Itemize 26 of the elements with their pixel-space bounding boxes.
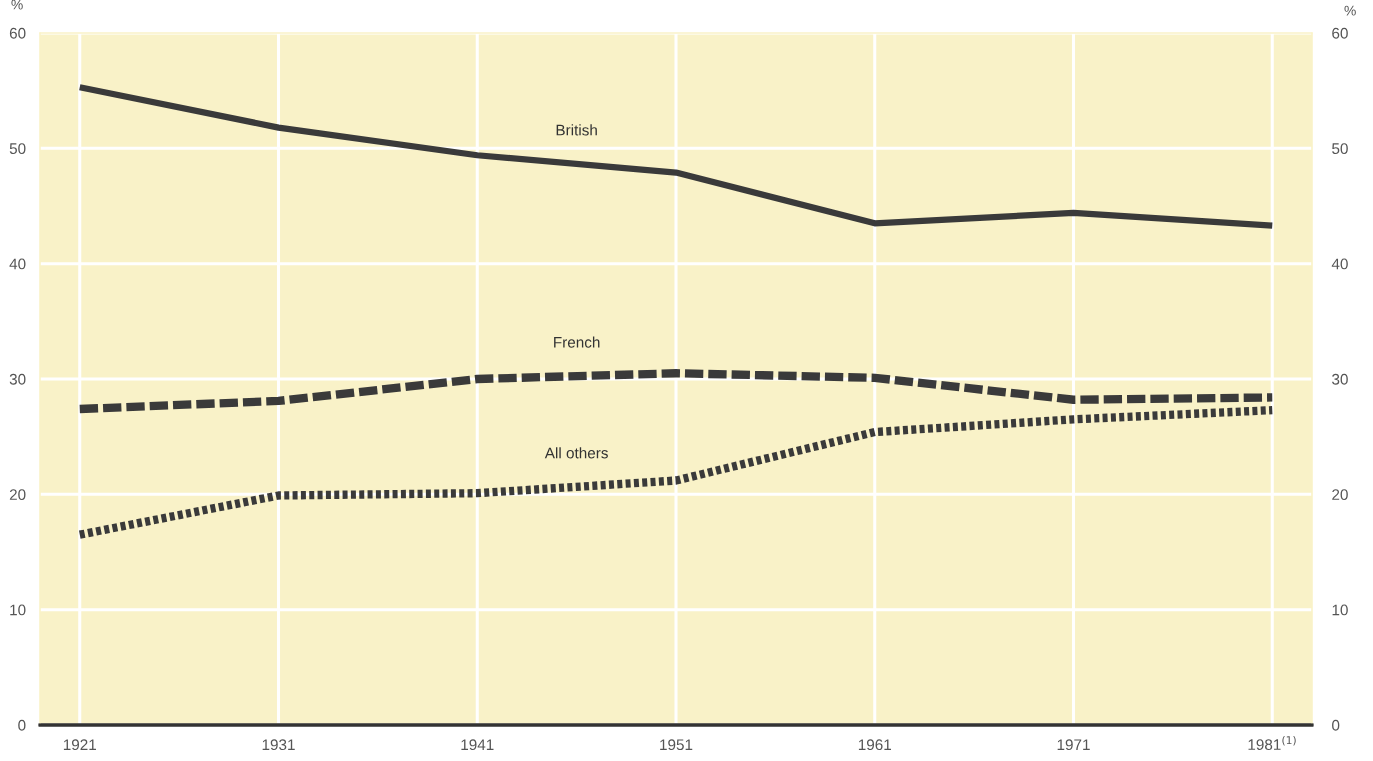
y2-tick-label: 50 bbox=[1332, 143, 1348, 155]
series-label: All others bbox=[544, 447, 608, 459]
x-tick-label: 1951 bbox=[660, 739, 693, 751]
x-tick-label: 1941 bbox=[461, 739, 494, 751]
y2-tick-label: 10 bbox=[1332, 604, 1348, 616]
y-tick-label: 50 bbox=[9, 143, 26, 155]
y2-tick-label: 30 bbox=[1332, 373, 1348, 385]
x-tick-label: 1961 bbox=[858, 739, 891, 751]
y-tick-label: 20 bbox=[9, 489, 26, 501]
y2-tick-label: 60 bbox=[1332, 27, 1348, 39]
series-label: British bbox=[556, 124, 597, 136]
y-tick-label: 60 bbox=[9, 27, 26, 39]
y-tick-label: 40 bbox=[9, 258, 26, 270]
y2-axis-title: % bbox=[1344, 5, 1356, 16]
x-tick-label: 1921 bbox=[63, 739, 96, 751]
y-tick-label: 10 bbox=[10, 604, 26, 616]
x-tick-label: 1931 bbox=[262, 739, 295, 751]
y-tick-label: 0 bbox=[18, 719, 26, 731]
y2-tick-label: 40 bbox=[1331, 258, 1348, 270]
y2-tick-label: 20 bbox=[1332, 489, 1348, 501]
y-tick-label: 30 bbox=[9, 373, 26, 385]
y2-tick-label: 0 bbox=[1332, 719, 1340, 731]
series-label: French bbox=[554, 336, 600, 348]
x-tick-label: 1971 bbox=[1057, 739, 1090, 751]
x-tick-label: 1981$^{(1)}$ bbox=[1248, 735, 1296, 751]
y-axis-title: % bbox=[11, 0, 23, 10]
